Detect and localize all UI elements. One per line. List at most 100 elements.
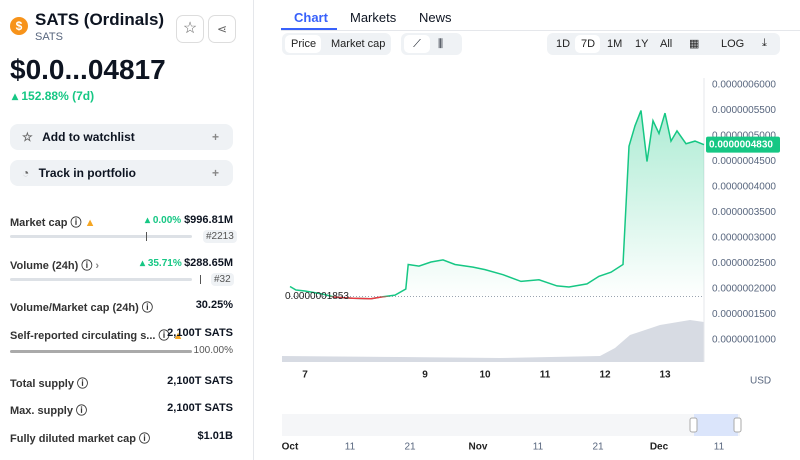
navigator-label: 11 bbox=[533, 442, 544, 453]
range[interactable]: 1D bbox=[556, 38, 571, 50]
progress-bar bbox=[10, 350, 192, 353]
x-tick-label: 10 bbox=[479, 370, 491, 381]
y-tick-label: 0.0000001500 bbox=[712, 309, 776, 320]
stat-label: Self-reported circulating s... ⓘ ▲ bbox=[10, 330, 184, 342]
range-group bbox=[547, 33, 780, 55]
stat-label: Max. supply ⓘ bbox=[10, 405, 88, 417]
stat-value: 2,100T SATS bbox=[167, 327, 233, 339]
y-tick-label: 0.0000003500 bbox=[712, 207, 776, 218]
navigator-label: 21 bbox=[404, 442, 416, 453]
stat-value: 2,100T SATS bbox=[167, 375, 233, 387]
tab[interactable]: Markets bbox=[350, 10, 397, 25]
toggle[interactable]: Price bbox=[291, 38, 317, 50]
stat-label-text: Fully diluted market cap bbox=[10, 433, 136, 445]
button-text: Track in portfolio bbox=[38, 166, 136, 180]
stat-value: $288.65M bbox=[184, 257, 233, 269]
toggle-active bbox=[285, 35, 321, 53]
calendar-button[interactable]: ▦ bbox=[689, 38, 700, 50]
tab-underline bbox=[281, 28, 337, 30]
y-tick-label: 0.0000005500 bbox=[712, 105, 776, 116]
navigator-selection bbox=[694, 414, 738, 436]
x-tick-label: 11 bbox=[540, 370, 551, 381]
stat-change: ▴ 0.00% bbox=[145, 215, 182, 226]
x-tick-label: 13 bbox=[659, 370, 671, 381]
y-tick-label: 0.0000004500 bbox=[712, 156, 776, 167]
y-unit: USD bbox=[750, 376, 771, 387]
watchlist-button[interactable]: ☆ Add to watchlist + bbox=[10, 124, 233, 150]
stat-label-text: Volume (24h) bbox=[10, 260, 79, 272]
navigator-label: Nov bbox=[469, 442, 488, 453]
range-active bbox=[575, 35, 600, 53]
range[interactable]: 1M bbox=[607, 38, 623, 50]
range[interactable]: All bbox=[660, 38, 673, 50]
stat-label: Total supply ⓘ bbox=[10, 378, 89, 390]
progress-bar bbox=[10, 232, 192, 241]
navigator-label: Oct bbox=[282, 442, 299, 453]
stat-label-text: Total supply bbox=[10, 378, 74, 390]
share-button[interactable]: ⋖ bbox=[208, 15, 236, 43]
stat-percent: 100.00% bbox=[193, 345, 233, 356]
stat-rank: #2213 bbox=[203, 230, 237, 243]
current-label: 0.0000004830 bbox=[709, 139, 773, 150]
stat-value: 30.25% bbox=[195, 299, 233, 311]
navigator bbox=[282, 414, 740, 436]
stat-label: Volume (24h) ⓘ › bbox=[10, 260, 100, 272]
portfolio-button[interactable]: ◔ Track in portfolio + bbox=[10, 160, 233, 186]
volume-area bbox=[282, 320, 704, 362]
stat-label: Market cap ⓘ ▲ bbox=[10, 217, 96, 229]
star-button[interactable]: ☆ bbox=[176, 15, 204, 43]
price-line-below bbox=[329, 296, 391, 300]
y-tick-label: 0.0000005000 bbox=[712, 131, 776, 142]
x-tick-label: 12 bbox=[599, 370, 611, 381]
stat-value: 2,100T SATS bbox=[167, 402, 233, 414]
navigator-label: 11 bbox=[714, 442, 725, 453]
stat-value: $996.81M bbox=[184, 214, 233, 226]
y-tick-label: 0.0000003000 bbox=[712, 233, 776, 244]
tab-border bbox=[281, 30, 800, 31]
navigator-label: Dec bbox=[650, 442, 669, 453]
stat-value: $1.01B bbox=[197, 430, 233, 442]
range[interactable]: LOG bbox=[721, 38, 745, 50]
navigator-label: 11 bbox=[345, 442, 356, 453]
current-badge bbox=[706, 136, 780, 153]
download-button[interactable]: ⤓ bbox=[762, 37, 767, 49]
stat-label-text: Volume/Market cap (24h) bbox=[10, 302, 139, 314]
divider bbox=[253, 0, 254, 460]
progress-bar bbox=[10, 275, 201, 284]
x-tick-label: 9 bbox=[422, 370, 428, 381]
navigator-handle[interactable] bbox=[733, 417, 742, 433]
price: $0.0...04817 bbox=[10, 54, 166, 85]
y-tick-label: 0.0000002500 bbox=[712, 258, 776, 269]
coin-icon: $ bbox=[10, 17, 28, 35]
price-change: ▴ 152.88% (7d) bbox=[12, 89, 95, 103]
y-tick-label: 0.0000006000 bbox=[712, 80, 776, 91]
stat-change-text: 35.71% bbox=[147, 258, 182, 269]
stat-label-text: Max. supply bbox=[10, 405, 73, 417]
chart-type-group: ⟋ ⫼ bbox=[401, 33, 462, 55]
stat-label-text: Self-reported circulating s... bbox=[10, 330, 156, 342]
coin-symbol: SATS bbox=[35, 31, 63, 43]
coin-name: SATS (Ordinals) bbox=[35, 10, 165, 29]
stat-label: Volume/Market cap (24h) ⓘ bbox=[10, 302, 153, 314]
tab[interactable]: Chart bbox=[294, 10, 328, 25]
price-area bbox=[290, 110, 704, 299]
stat-label: Fully diluted market cap ⓘ bbox=[10, 433, 150, 445]
range[interactable]: 1Y bbox=[635, 38, 649, 50]
navigator-handle[interactable] bbox=[689, 417, 698, 433]
y-tick-label: 0.0000004000 bbox=[712, 182, 776, 193]
navigator-label: 21 bbox=[592, 442, 604, 453]
change-text: 152.88% (7d) bbox=[21, 89, 95, 103]
stat-rank: #32 bbox=[211, 273, 234, 286]
toggle[interactable]: Market cap bbox=[331, 38, 386, 50]
stat-label-text: Market cap bbox=[10, 217, 68, 229]
y-tick-label: 0.0000001000 bbox=[712, 335, 776, 346]
x-tick-label: 7 bbox=[302, 370, 308, 381]
stat-change-text: 0.00% bbox=[152, 215, 182, 226]
range[interactable]: 7D bbox=[581, 38, 596, 50]
y-tick-label: 0.0000002000 bbox=[712, 284, 776, 295]
button-text: Add to watchlist bbox=[42, 130, 135, 144]
stat-change: ▴ 35.71% bbox=[140, 258, 182, 269]
tab[interactable]: News bbox=[419, 10, 452, 25]
